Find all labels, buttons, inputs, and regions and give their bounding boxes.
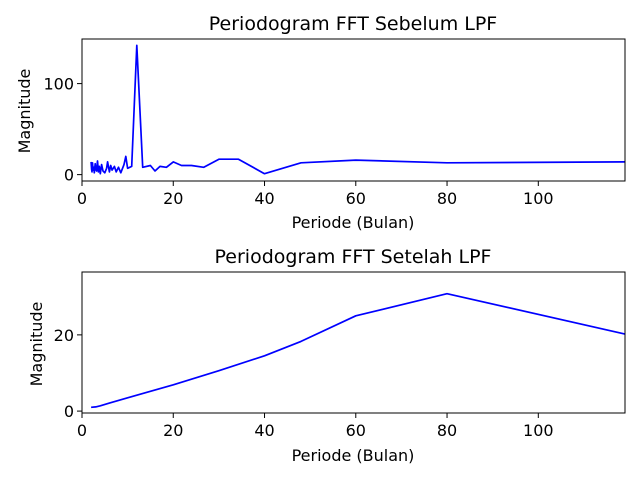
x-tick-label: 40 xyxy=(254,421,274,440)
tick-group: 0 20 40 60 80 100 0 20 xyxy=(54,326,554,440)
chart-title: Periodogram FFT Setelah LPF xyxy=(215,246,492,268)
x-tick-label: 20 xyxy=(163,421,183,440)
y-tick-label: 100 xyxy=(43,75,74,94)
x-tick-label: 0 xyxy=(77,189,87,208)
y-axis-label: Magnitude xyxy=(15,69,34,154)
x-tick-label: 80 xyxy=(437,421,457,440)
x-axis-label: Periode (Bulan) xyxy=(292,446,415,465)
series-line xyxy=(90,44,626,175)
plot-frame xyxy=(81,38,626,182)
x-tick-label: 0 xyxy=(77,421,87,440)
y-tick-label: 0 xyxy=(64,402,74,421)
y-tick-label: 0 xyxy=(64,166,74,185)
series-line xyxy=(91,292,626,409)
x-tick-label: 40 xyxy=(254,189,274,208)
x-tick-label: 100 xyxy=(523,421,554,440)
y-tick-label: 20 xyxy=(54,326,74,345)
plot-frame xyxy=(81,271,626,414)
tick-group: 0 20 40 60 80 100 0 100 xyxy=(43,75,553,208)
chart-title: Periodogram FFT Sebelum LPF xyxy=(209,13,497,35)
x-tick-label: 60 xyxy=(346,189,366,208)
y-axis-label: Magnitude xyxy=(27,302,46,387)
x-tick-label: 100 xyxy=(523,189,554,208)
chart-panel-bottom: Periodogram FFT Setelah LPF Periode (Bul… xyxy=(27,246,626,465)
x-tick-label: 60 xyxy=(346,421,366,440)
x-tick-label: 20 xyxy=(163,189,183,208)
x-tick-label: 80 xyxy=(437,189,457,208)
chart-panel-top: Periodogram FFT Sebelum LPF Periode (Bul… xyxy=(15,13,626,232)
x-axis-label: Periode (Bulan) xyxy=(292,213,415,232)
